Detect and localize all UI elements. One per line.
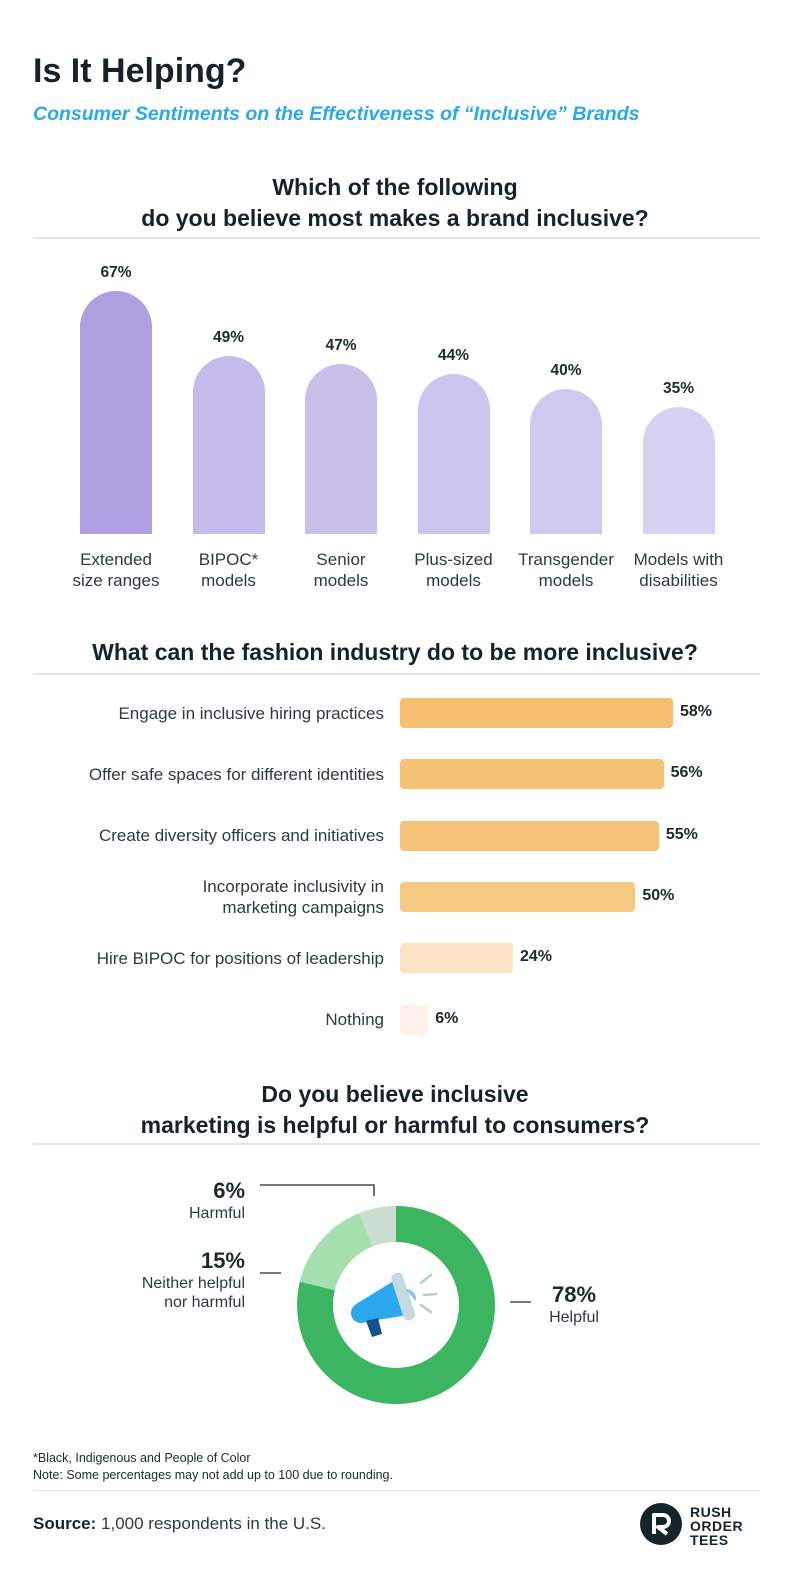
vbar-category-line: Models with <box>633 550 724 569</box>
hbar-category-line: Incorporate inclusivity in <box>202 876 384 896</box>
vbar-category-line: Transgender <box>518 550 614 569</box>
vbar-5 <box>642 407 715 534</box>
hbar-value-label: 24% <box>519 948 552 966</box>
logo-line2: ORDER <box>690 1518 744 1534</box>
logo-line1: RUSH <box>690 1504 732 1520</box>
vbar-1 <box>192 356 265 534</box>
vbar-category-line: models <box>201 571 256 590</box>
source-line: Source: 1,000 respondents in the U.S. <box>33 1514 326 1534</box>
vbar-category-label: Transgender models <box>501 549 631 591</box>
section3-question: Do you believe inclusive marketing is he… <box>0 1079 790 1141</box>
hbar-category-line: Offer safe spaces for different identiti… <box>88 764 384 784</box>
vbar-category-line: Plus-sized <box>414 550 493 569</box>
vbar-value-label: 44% <box>437 347 470 365</box>
vbar-category-line: models <box>313 571 369 590</box>
hbar-value-label: 6% <box>435 1009 459 1027</box>
hbar-category-label: Incorporate inclusivity in marketing camp… <box>24 876 384 918</box>
page-subtitle: Consumer Sentiments on the Effectiveness… <box>33 103 640 125</box>
vbar-0 <box>80 291 152 534</box>
hbar-category-line: Create diversity officers and initiative… <box>98 826 384 846</box>
hbar-value-label: 56% <box>670 764 703 782</box>
vbar-category-line: models <box>538 571 594 590</box>
vbar-category-line: Extended <box>80 550 152 569</box>
vbar-category-label: Models with disabilities <box>614 549 744 591</box>
hbar-category-line: Engage in inclusive hiring practices <box>118 703 384 723</box>
horizontal-bar-chart: 58% Engage in inclusive hiring practices 5… <box>24 698 713 1035</box>
vbar-2 <box>305 363 377 534</box>
hbar-category-label: Hire BIPOC for positions of leadership <box>24 948 384 969</box>
neither-value: 15% <box>200 1248 245 1273</box>
hbar-2 <box>400 820 659 851</box>
helpful-value: 78% <box>551 1282 597 1307</box>
footnote-bipoc: *Black, Indigenous and People of Color <box>33 1451 251 1465</box>
hbar-value-label: 58% <box>680 703 713 720</box>
neither-callout: 15% Neither helpful nor harmful <box>95 1248 245 1312</box>
hbar-3 <box>400 881 636 912</box>
section2-divider <box>33 673 760 675</box>
neither-label-line1: Neither helpful <box>141 1275 245 1292</box>
vbar-3 <box>417 374 490 534</box>
vbar-value-label: 49% <box>212 329 245 347</box>
section2-question: What can the fashion industry do to be m… <box>92 639 698 665</box>
section1-divider <box>33 237 760 239</box>
vbar-category-label: Extended size ranges <box>51 549 181 591</box>
harmful-callout: 6% Harmful <box>145 1178 245 1223</box>
megaphone-icon <box>351 1272 438 1337</box>
hbar-5 <box>400 1004 429 1035</box>
neither-label-line2: nor harmful <box>164 1294 245 1311</box>
hbar-category-line: marketing campaigns <box>222 897 384 917</box>
logo-line3: TEES <box>690 1532 729 1548</box>
section3-question-line2: marketing is helpful or harmful to consu… <box>140 1112 650 1138</box>
section3-divider <box>33 1143 760 1145</box>
hbar-category-label: Nothing <box>24 1009 384 1030</box>
helpful-callout: 78% Helpful <box>544 1282 604 1327</box>
hbar-1 <box>400 759 664 790</box>
vbar-category-line: size ranges <box>72 571 160 590</box>
vbar-category-line: BIPOC* <box>198 550 259 569</box>
vbar-value-label: 40% <box>550 361 582 379</box>
harmful-leader-line <box>260 1184 375 1196</box>
vbar-category-line: Senior <box>316 550 366 569</box>
rush-order-tees-logo <box>640 1503 682 1550</box>
section1-question-line2: do you believe most makes a brand inclus… <box>141 205 649 231</box>
section1-question: Which of the following do you believe mo… <box>0 172 790 234</box>
hbar-category-line: Hire BIPOC for positions of leadership <box>96 948 384 968</box>
source-text: 1,000 respondents in the U.S. <box>101 1514 326 1533</box>
hbar-category-label: Engage in inclusive hiring practices <box>24 703 384 724</box>
vbar-value-label: 35% <box>662 380 695 398</box>
vbar-category-line: models <box>426 571 481 590</box>
hbar-value-label: 50% <box>642 886 675 904</box>
vbar-category-label: Plus-sized models <box>389 549 519 591</box>
harmful-label: Harmful <box>188 1205 245 1222</box>
vbar-4 <box>530 388 602 534</box>
rush-order-tees-logo-icon <box>640 1503 682 1545</box>
footnote-rounding: Note: Some percentages may not add up to… <box>33 1468 393 1482</box>
helpful-label: Helpful <box>549 1309 599 1326</box>
footer-divider <box>33 1490 760 1491</box>
section3-question-line1: Do you believe inclusive <box>261 1081 529 1107</box>
page-title: Is It Helping? <box>33 52 247 90</box>
vbar-value-label: 47% <box>325 336 357 354</box>
section1-question-line1: Which of the following <box>272 174 518 200</box>
logo-wordmark: RUSH ORDER TEES <box>690 1505 743 1547</box>
vbar-category-label: Senior models <box>276 549 406 591</box>
vertical-bar-chart: 67% Extended size ranges 49% BIPOC* models 47%… <box>0 0 800 620</box>
vbar-value-label: 67% <box>100 264 132 281</box>
hbar-category-line: Nothing <box>325 1010 384 1029</box>
vbar-category-label: BIPOC* models <box>164 549 294 591</box>
source-label: Source: <box>33 1514 97 1533</box>
hbar-4 <box>400 943 513 974</box>
vbar-category-line: disabilities <box>639 571 718 590</box>
hbar-category-label: Offer safe spaces for different identiti… <box>24 764 384 785</box>
hbar-0 <box>400 698 673 728</box>
harmful-value: 6% <box>213 1178 245 1203</box>
hbar-category-label: Create diversity officers and initiative… <box>24 825 384 846</box>
hbar-value-label: 55% <box>665 825 698 843</box>
